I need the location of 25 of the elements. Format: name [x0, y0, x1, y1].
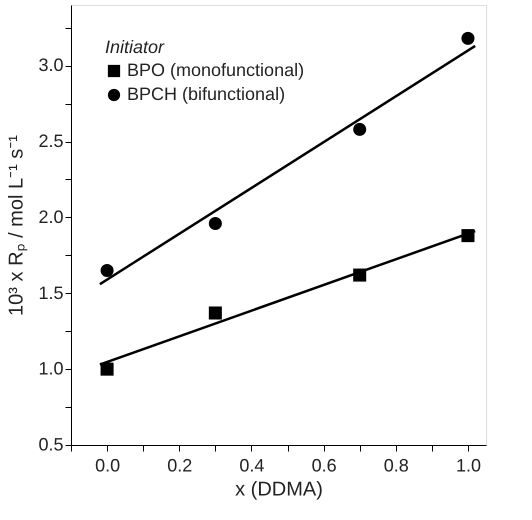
y-tick-label: 0.5: [38, 434, 64, 454]
x-axis-title: x (DDMA): [235, 478, 323, 500]
x-tick-label: 1.0: [456, 456, 481, 476]
y-tick-label: 1.5: [38, 282, 64, 303]
y-tick-label: 2.5: [38, 131, 64, 152]
point: [100, 362, 114, 376]
x-tick-label: 0.4: [239, 456, 264, 476]
legend-label: BPO (monofunctional): [127, 60, 304, 80]
y-tick-label: 3.0: [38, 55, 64, 76]
point: [353, 268, 366, 282]
y-tick-label: 1.0: [38, 358, 64, 379]
legend-title: Initiator: [105, 37, 166, 57]
point: [461, 229, 474, 242]
legend-label: BPCH (bifunctional): [127, 84, 286, 104]
x-tick-label: 0.2: [167, 456, 192, 476]
x-tick-label: 0.6: [312, 456, 337, 476]
x-tick-label: 0.8: [384, 456, 409, 476]
point: [208, 306, 222, 320]
x-tick-label: 0.0: [95, 456, 120, 476]
y-axis-title: 10³ x Rₚ / mol L⁻¹ s⁻¹: [5, 134, 28, 316]
y-tick-label: 2.0: [38, 206, 64, 227]
point: [208, 216, 222, 230]
point: [461, 32, 474, 45]
point: [100, 264, 114, 278]
point: [353, 122, 366, 136]
